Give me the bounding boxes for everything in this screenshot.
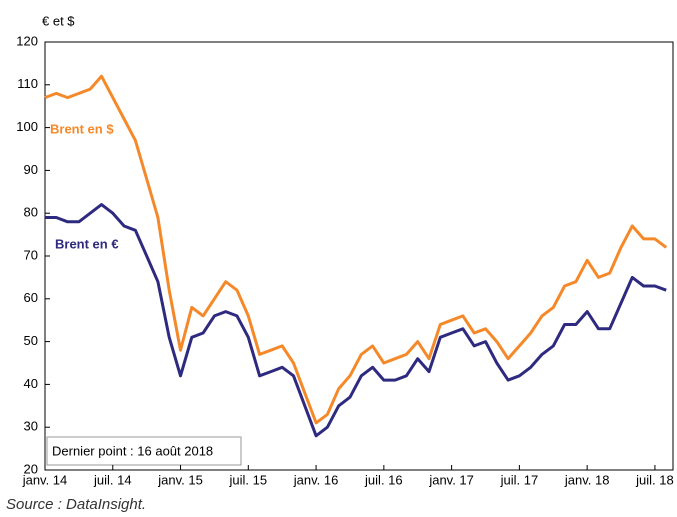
y-tick-label: 60 xyxy=(24,290,38,305)
x-tick-label: janv. 15 xyxy=(157,472,203,487)
series-line xyxy=(45,203,667,438)
x-tick-label: janv. 14 xyxy=(22,472,68,487)
x-tick-label: janv. 18 xyxy=(564,472,610,487)
x-tick-label: juil. 17 xyxy=(500,472,539,487)
plot-frame xyxy=(44,41,674,471)
x-tick-label: juil. 14 xyxy=(93,472,132,487)
y-tick-label: 110 xyxy=(17,76,38,91)
y-tick-label: 120 xyxy=(16,33,38,48)
y-tick-label: 40 xyxy=(24,376,38,391)
y-tick-label: 100 xyxy=(16,119,38,134)
y-axis-label: € et $ xyxy=(42,13,75,28)
y-tick-label: 30 xyxy=(24,419,38,434)
y-tick-label: 90 xyxy=(24,162,38,177)
x-tick-label: janv. 17 xyxy=(428,472,474,487)
y-tick-label: 20 xyxy=(24,461,38,476)
series-line xyxy=(44,74,668,425)
y-tick-label: 80 xyxy=(24,205,38,220)
y-tick-label: 70 xyxy=(24,247,38,262)
legend-label: Brent en € xyxy=(55,236,119,251)
source: Source : DataInsight. xyxy=(6,496,146,513)
legend-label: Brent en $ xyxy=(50,121,114,136)
x-tick-label: juil. 16 xyxy=(364,472,403,487)
x-tick-label: juil. 18 xyxy=(635,472,674,487)
x-tick-label: janv. 16 xyxy=(293,472,339,487)
annotation-box xyxy=(46,436,242,466)
x-tick-label: juil. 15 xyxy=(229,472,268,487)
annotation: Dernier point : 16 août 2018 xyxy=(52,443,213,458)
y-tick-label: 50 xyxy=(24,333,38,348)
